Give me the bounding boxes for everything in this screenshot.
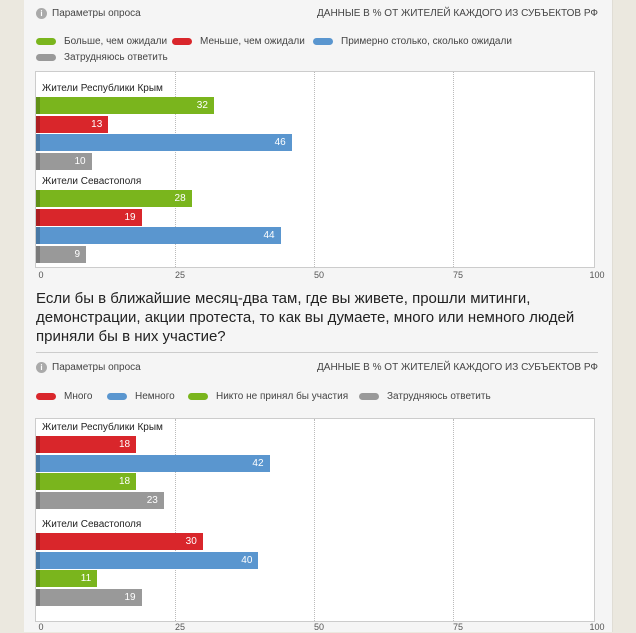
bar: 18 xyxy=(36,473,137,490)
legend-swatch xyxy=(313,37,333,45)
legend-swatch xyxy=(36,53,56,61)
gridline xyxy=(175,419,176,621)
tick-label: 75 xyxy=(452,622,464,632)
info-icon[interactable]: i xyxy=(36,362,47,373)
legend-item: Примерно столько, сколько ожидали xyxy=(313,36,512,48)
legend-swatch xyxy=(188,392,208,400)
tick-label: 25 xyxy=(174,270,186,280)
question-title: Если бы в ближайшие месяц-два там, где в… xyxy=(36,290,575,345)
legend-label: Затрудняюсь ответить xyxy=(387,391,491,402)
tick-label: 50 xyxy=(313,270,325,280)
legend-item: Меньше, чем ожидали xyxy=(172,36,305,48)
survey-header: i Параметры опроса ДАННЫЕ В % ОТ ЖИТЕЛЕЙ К… xyxy=(36,362,598,374)
group-label: Жители Республики Крым xyxy=(42,422,163,433)
legend-label: Много xyxy=(64,391,93,402)
gridline xyxy=(175,72,176,267)
legend-item: Много xyxy=(36,391,92,403)
data-scope-label: ДАННЫЕ В % ОТ ЖИТЕЛЕЙ КАЖДОГО ИЗ СУБЪЕКТ… xyxy=(317,8,598,19)
gridline xyxy=(314,419,315,621)
divider xyxy=(36,352,598,353)
tick-label: 50 xyxy=(313,622,325,632)
legend-swatch xyxy=(172,37,192,45)
bar: 44 xyxy=(36,227,281,244)
bar: 18 xyxy=(36,436,137,453)
legend-item: Никто не принял бы участия xyxy=(188,391,348,403)
tick-label: 75 xyxy=(452,270,464,280)
bar: 10 xyxy=(36,152,92,170)
group-label: Жители Республики Крым xyxy=(42,83,163,94)
gridline xyxy=(453,419,454,621)
legend-label: Примерно столько, сколько ожидали xyxy=(341,36,512,47)
legend-label: Больше, чем ожидали xyxy=(64,36,168,47)
legend-item: Больше, чем ожидали xyxy=(36,36,167,48)
bar: 42 xyxy=(36,454,270,472)
data-scope-label: ДАННЫЕ В % ОТ ЖИТЕЛЕЙ КАЖДОГО ИЗ СУБЪЕКТ… xyxy=(317,362,598,373)
survey-params-link[interactable]: Параметры опроса xyxy=(52,8,141,19)
group-label: Жители Севастополя xyxy=(42,176,142,187)
tick-label: 100 xyxy=(589,270,605,280)
bar: 9 xyxy=(36,245,87,263)
bar: 46 xyxy=(36,134,292,151)
gridline xyxy=(453,72,454,267)
group-label: Жители Севастополя xyxy=(42,519,142,530)
bar: 32 xyxy=(36,97,214,114)
bar: 40 xyxy=(36,551,259,569)
bar: 11 xyxy=(36,570,98,587)
legend-swatch xyxy=(107,392,127,400)
tick-label: 100 xyxy=(589,622,605,632)
legend-swatch xyxy=(36,37,56,45)
tick-label: 0 xyxy=(38,622,44,632)
bar: 13 xyxy=(36,115,109,133)
chart-plot: Жители Республики Крым 32 13 46 10 Жители Сев… xyxy=(35,71,595,268)
legend-swatch xyxy=(359,392,379,400)
tick-label: 25 xyxy=(174,622,186,632)
legend-swatch xyxy=(36,392,56,400)
legend-label: Затрудняюсь ответить xyxy=(64,52,168,63)
legend-label: Немного xyxy=(135,391,175,402)
chart-plot: Жители Республики Крым 18 42 18 23 Жители Сев… xyxy=(35,418,595,622)
bar: 28 xyxy=(36,190,192,207)
info-icon[interactable]: i xyxy=(36,8,47,19)
legend-label: Никто не принял бы участия xyxy=(216,391,349,402)
bar: 30 xyxy=(36,533,203,550)
bar: 19 xyxy=(36,208,142,226)
survey-params-link[interactable]: Параметры опроса xyxy=(52,362,141,373)
gridline xyxy=(314,72,315,267)
bar: 23 xyxy=(36,491,164,509)
tick-label: 0 xyxy=(38,270,44,280)
legend-item: Немного xyxy=(107,391,175,403)
bar: 19 xyxy=(36,588,142,606)
legend-item: Затрудняюсь ответить xyxy=(36,52,168,64)
legend-label: Меньше, чем ожидали xyxy=(200,36,305,47)
survey-header: i Параметры опроса ДАННЫЕ В % ОТ ЖИТЕЛЕЙ К… xyxy=(36,8,598,20)
legend-item: Затрудняюсь ответить xyxy=(359,391,491,403)
